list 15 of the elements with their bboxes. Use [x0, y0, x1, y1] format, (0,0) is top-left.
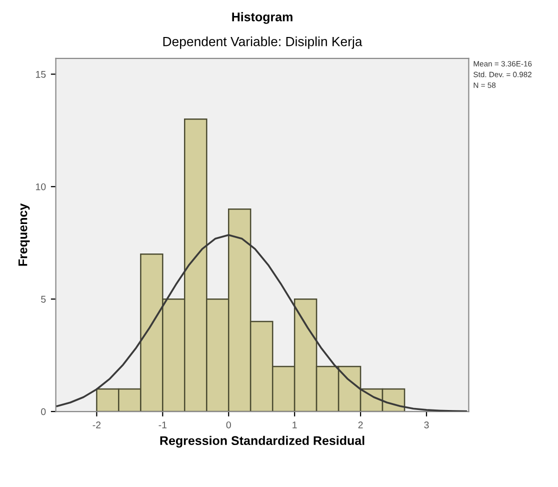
line-series [56, 234, 467, 412]
x-axis-title: Regression Standardized Residual [160, 436, 364, 448]
x-tick-label: 2 [358, 421, 363, 428]
y-tick-label: 15 [36, 71, 46, 78]
y-tick-label: 0 [41, 408, 46, 416]
y-tick-label: 10 [36, 183, 46, 190]
chart-subtitle: Dependent Variable: Disiplin Kerja [163, 36, 362, 49]
x-tick-label: -1 [158, 422, 167, 428]
chart-title: Histogram [232, 12, 292, 24]
x-tick-label: -2 [92, 421, 101, 428]
x-tick-label: 1 [292, 422, 297, 428]
y-axis-title: Frequency [18, 203, 30, 266]
x-tick-label: 3 [424, 421, 429, 428]
x-tick-label: 0 [226, 421, 231, 428]
y-tick-label: 5 [41, 296, 46, 303]
